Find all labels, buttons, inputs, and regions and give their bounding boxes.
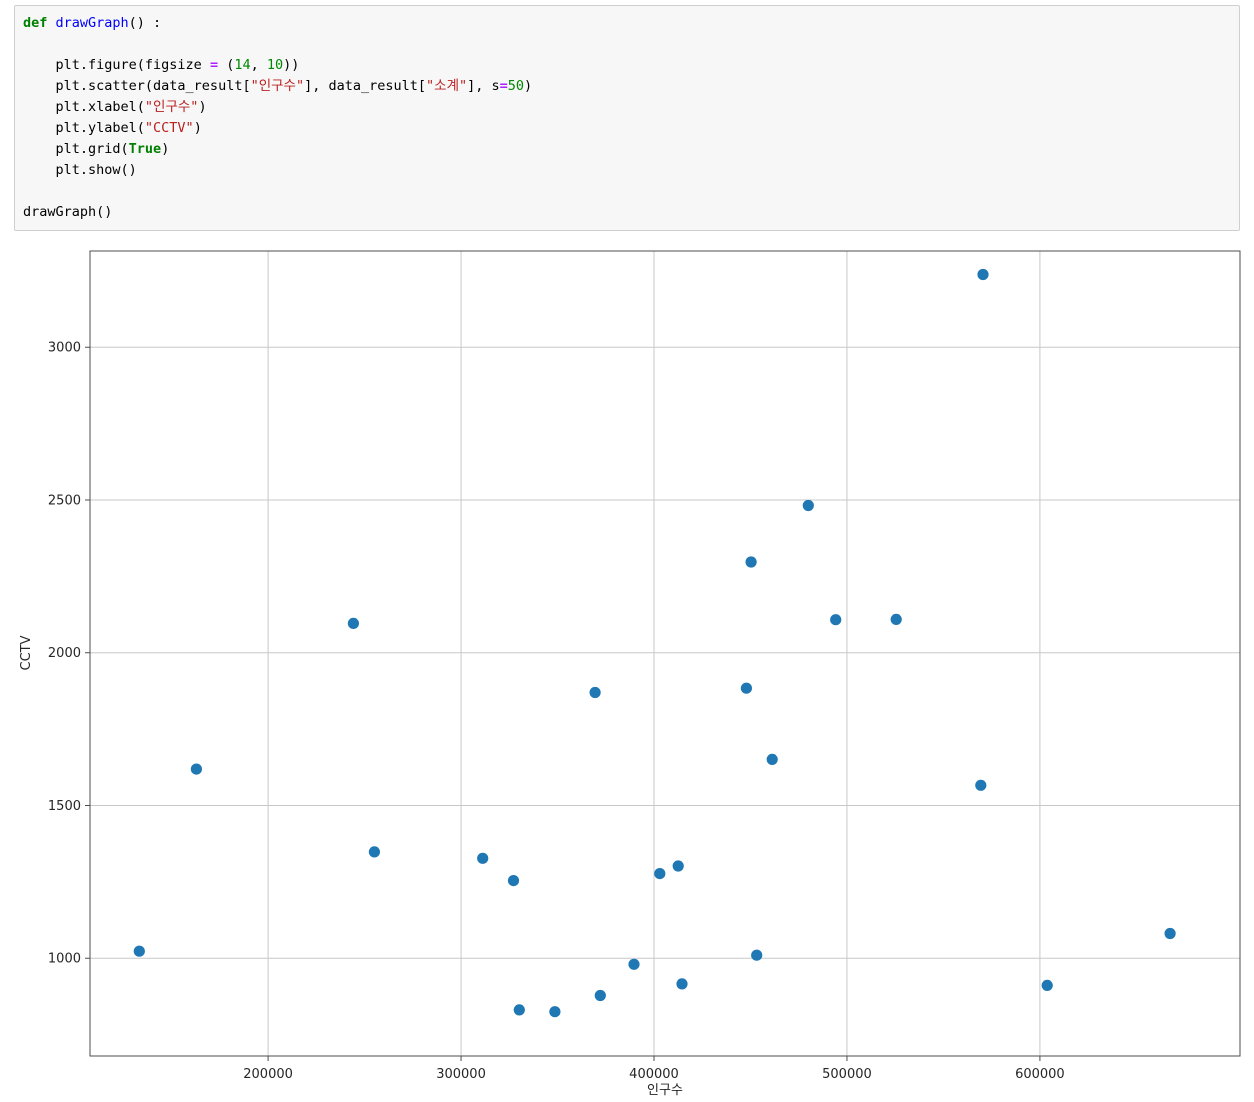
- scatter-point: [513, 1004, 525, 1016]
- x-tick-label: 300000: [436, 1067, 486, 1082]
- x-tick-label: 500000: [822, 1067, 872, 1082]
- code-token: ], data_result[: [304, 78, 427, 94]
- code-line: plt.figure(figsize = (14, 10)): [23, 55, 1231, 76]
- x-axis-label: 인구수: [647, 1083, 683, 1098]
- scatter-point: [507, 875, 520, 887]
- scatter-point: [802, 499, 814, 512]
- code-token-fn: drawGraph: [55, 15, 129, 31]
- y-axis-label: CCTV: [19, 635, 34, 670]
- code-token-num: 10: [266, 57, 284, 73]
- scatter-point: [368, 846, 380, 858]
- code-token-str: "인구수": [250, 78, 305, 94]
- code-line: plt.grid(True): [23, 139, 1231, 160]
- scatter-point: [830, 614, 842, 626]
- code-line: [23, 181, 1231, 202]
- code-token: ): [198, 99, 207, 115]
- code-token: ): [193, 120, 202, 136]
- code-token: plt.xlabel(: [23, 99, 145, 115]
- y-tick-label: 2000: [48, 646, 81, 661]
- points-layer: [133, 268, 1176, 1018]
- scatter-point: [654, 868, 666, 880]
- scatter-point: [477, 852, 489, 864]
- code-token-num: 14: [234, 57, 251, 73]
- scatter-point: [672, 860, 684, 872]
- x-tick-label: 600000: [1015, 1067, 1065, 1082]
- y-tick-label: 2500: [48, 493, 81, 508]
- plot-frame: [89, 250, 1241, 1057]
- grid-layer: [90, 251, 1240, 1056]
- code-token: plt.scatter(data_result[: [23, 78, 251, 94]
- figure-output: 200000 300000 400000 500000 600000 1000 1500 20…: [0, 241, 1254, 1102]
- code-token-str: "인구수": [144, 99, 199, 115]
- y-tick-label: 3000: [48, 341, 81, 356]
- scatter-point: [977, 268, 989, 281]
- scatter-point: [133, 945, 145, 957]
- scatter-point: [347, 617, 359, 629]
- scatter-plot: 200000 300000 400000 500000 600000 1000 1500 20…: [19, 250, 1241, 1098]
- scatter-point: [1164, 927, 1176, 940]
- x-tick-label: 200000: [243, 1067, 293, 1082]
- code-token: plt.show(): [23, 162, 137, 178]
- scatter-point: [890, 613, 902, 625]
- scatter-point: [751, 949, 763, 961]
- scatter-point: [676, 978, 688, 990]
- code-token-kw: True: [128, 141, 162, 157]
- scatter-point: [745, 556, 757, 568]
- code-line: plt.scatter(data_result["인구수"], data_res…: [23, 76, 1231, 97]
- code-token: plt.figure(figsize: [23, 57, 210, 73]
- scatter-point: [549, 1006, 561, 1018]
- code-line: drawGraph(): [23, 202, 1231, 223]
- scatter-point: [594, 989, 606, 1002]
- code-line: def drawGraph() :: [23, 13, 1231, 34]
- y-tick-label: 1000: [48, 952, 81, 967]
- code-token-str: "CCTV": [144, 120, 194, 136]
- code-line: plt.ylabel("CCTV"): [23, 118, 1231, 139]
- code-token: )): [283, 57, 300, 73]
- scatter-point: [740, 682, 753, 694]
- x-tick-label: 400000: [629, 1067, 679, 1082]
- scatter-point: [975, 779, 987, 791]
- code-token: ], s: [467, 78, 500, 94]
- code-token: ): [524, 78, 533, 94]
- scatter-point: [589, 686, 601, 699]
- code-line: plt.xlabel("인구수"): [23, 97, 1231, 118]
- code-token: drawGraph(): [23, 204, 113, 220]
- code-token: ): [161, 141, 170, 157]
- code-token-op: =: [209, 57, 219, 73]
- scatter-point: [628, 958, 640, 970]
- code-token: (: [218, 57, 235, 73]
- code-token-kw: def: [23, 15, 56, 31]
- code-line: [23, 34, 1231, 55]
- code-token: plt.grid(: [23, 141, 129, 157]
- scatter-point: [766, 753, 778, 766]
- code-cell[interactable]: def drawGraph() : plt.figure(figsize = (…: [14, 5, 1240, 231]
- code-token: ,: [250, 57, 267, 73]
- code-line: plt.show(): [23, 160, 1231, 181]
- code-token-op: =: [499, 78, 508, 94]
- y-tick-label: 1500: [48, 799, 81, 814]
- code-token-num: 50: [507, 78, 525, 94]
- scatter-point: [1041, 979, 1053, 992]
- code-token: () :: [128, 15, 162, 31]
- code-token-str: "소계": [426, 78, 468, 94]
- code-token: plt.ylabel(: [23, 120, 145, 136]
- scatter-point: [190, 763, 202, 775]
- tick-layer: 200000 300000 400000 500000 600000 1000 1500 20…: [48, 341, 1065, 1082]
